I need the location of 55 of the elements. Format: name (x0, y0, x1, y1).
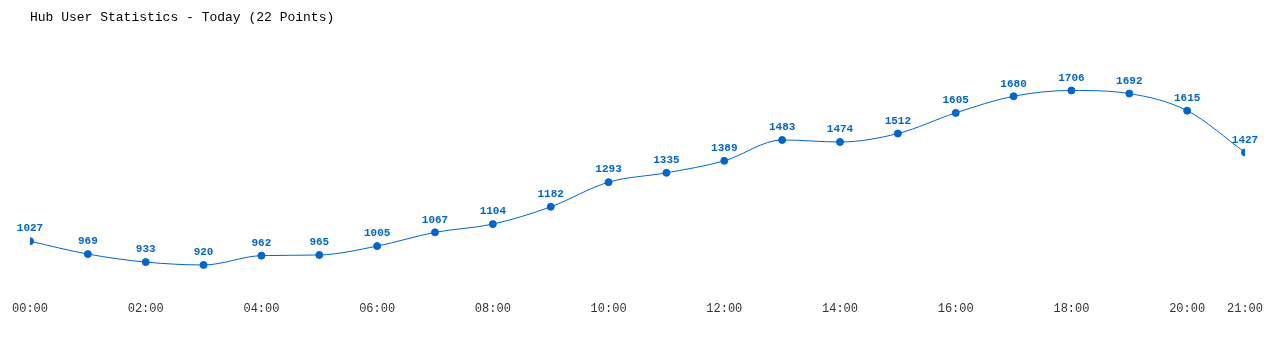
x-tick-label: 10:00 (590, 301, 627, 316)
point (604, 178, 613, 187)
point (546, 202, 555, 211)
data-label: 969 (77, 235, 98, 248)
point (778, 135, 787, 144)
point (720, 156, 729, 165)
data-label: 1027 (16, 222, 44, 235)
x-tick-label: 08:00 (474, 301, 511, 316)
x-tick-label: 12:00 (706, 301, 743, 316)
x-tick-label: 02:00 (127, 301, 164, 316)
x-tick-label: 21:00 (1226, 301, 1264, 316)
data-label: 1427 (1231, 133, 1259, 146)
point (83, 250, 92, 259)
data-label: 1512 (884, 114, 912, 127)
x-tick-label: 20:00 (1169, 301, 1206, 316)
data-label: 1474 (826, 123, 854, 136)
data-label: 962 (251, 236, 272, 249)
point (1183, 106, 1192, 115)
point (199, 260, 208, 269)
point (1067, 86, 1076, 95)
data-label: 1389 (711, 142, 738, 155)
data-label: 1104 (479, 205, 507, 218)
point (315, 250, 324, 259)
data-label: 1605 (942, 94, 970, 107)
data-label: 1483 (768, 121, 796, 134)
x-tick-label: 06:00 (359, 301, 396, 316)
point (431, 228, 439, 237)
x-tick-label: 18:00 (1053, 301, 1090, 316)
data-label: 1335 (653, 154, 681, 167)
data-label: 920 (193, 246, 214, 259)
data-label: 1615 (1173, 91, 1201, 104)
point (836, 137, 844, 146)
chart-title: Hub User Statistics - Today (22 Points) (30, 10, 335, 26)
point (488, 220, 497, 229)
point (257, 251, 266, 260)
data-label: 1680 (1000, 77, 1027, 90)
x-tick-label: 16:00 (937, 301, 974, 316)
data-label: 1067 (421, 213, 449, 226)
x-tick-label: 14:00 (821, 301, 859, 316)
x-tick-label: 00:00 (11, 301, 49, 316)
data-label: 1005 (363, 227, 391, 240)
point (893, 129, 902, 138)
data-label: 1182 (537, 188, 564, 201)
point (951, 108, 960, 117)
data-label: 933 (135, 243, 157, 256)
point (1009, 92, 1018, 101)
x-tick-label: 04:00 (243, 301, 280, 316)
data-label: 1293 (595, 163, 623, 176)
data-label: 965 (309, 236, 330, 249)
point (1125, 89, 1134, 98)
point (373, 242, 382, 251)
data-label: 1692 (1116, 74, 1143, 87)
point (662, 168, 671, 177)
point (141, 258, 150, 267)
data-label: 1706 (1058, 71, 1085, 84)
